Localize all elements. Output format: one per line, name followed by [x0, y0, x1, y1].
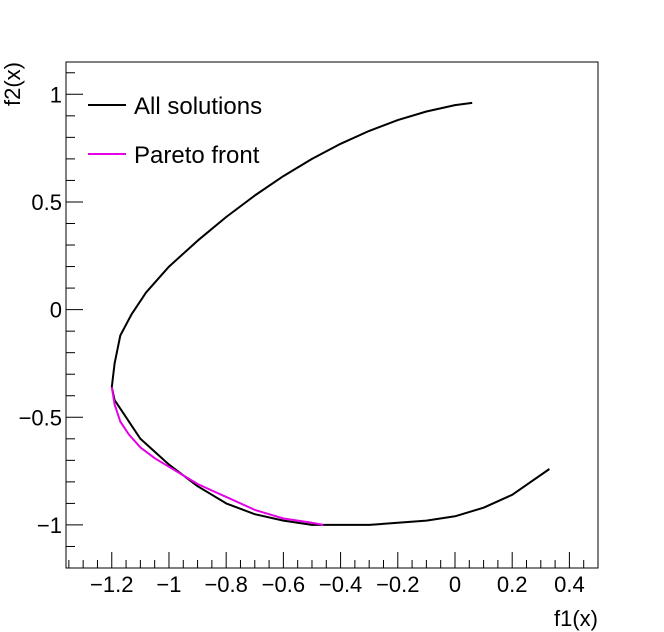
plot-frame [65, 61, 599, 569]
x-tick-label: −0.6 [262, 572, 305, 597]
pareto-front-curve [110, 386, 324, 526]
y-axis-title: f2(x) [0, 62, 25, 106]
legend: All solutions Pareto front [88, 93, 262, 169]
x-tick-label: −1 [156, 572, 181, 597]
x-tick-label: 0 [449, 572, 461, 597]
x-tick-label: −0.8 [204, 572, 247, 597]
x-tick-label: −1.2 [90, 572, 133, 597]
legend-label-all-solutions: All solutions [134, 93, 262, 120]
axis-layer: −1.2 −1 −0.8 −0.6 −0.4 −0.2 0 0.2 0.4 −1 −0.5 0 0.5 1 [19, 72, 599, 597]
y-tick-label: 0 [50, 298, 62, 323]
x-tick-label: −0.4 [319, 572, 362, 597]
x-axis-title: f1(x) [554, 606, 598, 631]
x-tick-label: 0.4 [554, 572, 585, 597]
series-layer [110, 101, 550, 526]
legend-label-pareto-front: Pareto front [134, 142, 260, 169]
y-tick-label: −0.5 [19, 405, 62, 430]
y-tick-label: −1 [37, 513, 62, 538]
y-tick-label: 0.5 [31, 190, 62, 215]
x-tick-label: 0.2 [497, 572, 528, 597]
x-tick-label: −0.2 [376, 572, 419, 597]
y-tick-label: 1 [50, 82, 62, 107]
